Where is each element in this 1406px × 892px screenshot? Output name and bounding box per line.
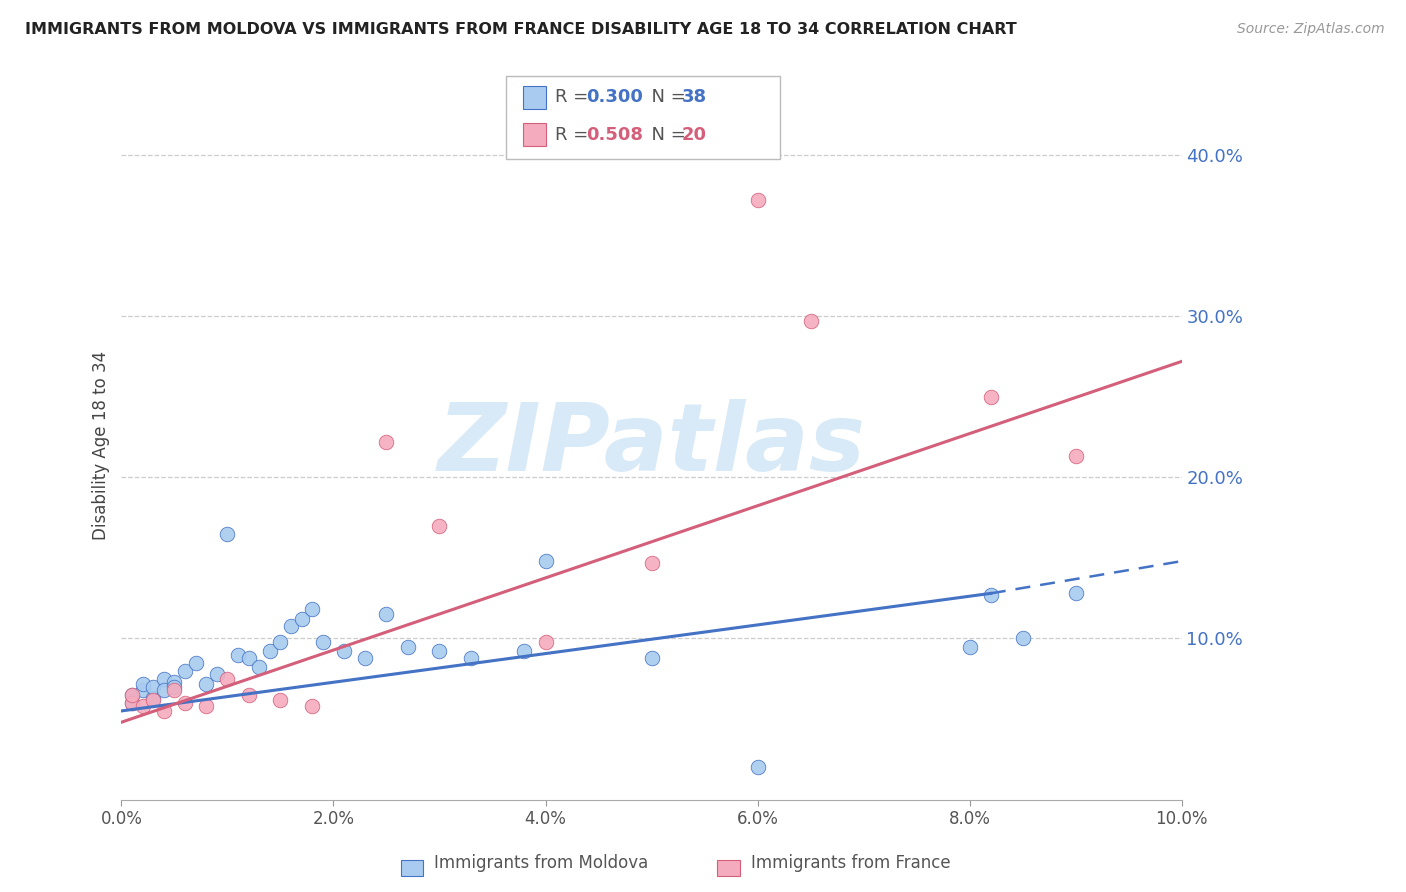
Point (163, 683, 186, 698)
Point (640, 556, 662, 570)
Point (312, 634, 335, 648)
Point (534, 554, 557, 568)
Point (333, 644, 356, 658)
Y-axis label: Disability Age 18 to 34: Disability Age 18 to 34 (93, 351, 110, 540)
Text: IMMIGRANTS FROM MOLDOVA VS IMMIGRANTS FROM FRANCE DISABILITY AGE 18 TO 34 CORREL: IMMIGRANTS FROM MOLDOVA VS IMMIGRANTS FR… (25, 22, 1017, 37)
Text: N =: N = (640, 126, 692, 144)
Point (800, 314, 823, 328)
Point (174, 664, 197, 678)
Point (747, 760, 769, 774)
Point (980, 390, 1002, 404)
Point (354, 650, 377, 665)
Point (269, 692, 291, 706)
Text: R =: R = (555, 88, 595, 106)
Point (375, 607, 398, 622)
Point (142, 692, 165, 706)
Point (1064, 586, 1087, 600)
Text: Immigrants from Moldova: Immigrants from Moldova (434, 855, 648, 872)
Point (429, 644, 451, 658)
Point (217, 526, 239, 541)
Point (153, 683, 176, 698)
Point (163, 680, 186, 694)
Point (131, 676, 153, 690)
Point (238, 688, 260, 702)
Point (460, 650, 482, 665)
Point (396, 640, 419, 654)
Point (280, 618, 302, 632)
Text: Source: ZipAtlas.com: Source: ZipAtlas.com (1237, 22, 1385, 37)
Text: R =: R = (555, 126, 595, 144)
Point (205, 666, 228, 681)
Point (301, 699, 323, 714)
Text: 0.508: 0.508 (586, 126, 644, 144)
Text: 20: 20 (682, 126, 707, 144)
Text: N =: N = (640, 88, 692, 106)
Point (153, 672, 176, 686)
Point (513, 644, 536, 658)
Point (153, 704, 176, 718)
Point (131, 683, 153, 698)
Point (142, 680, 165, 694)
Point (121, 696, 143, 710)
Point (375, 434, 398, 449)
Point (121, 696, 143, 710)
Point (747, 194, 769, 208)
Text: Immigrants from France: Immigrants from France (751, 855, 950, 872)
Point (1064, 450, 1087, 464)
Point (121, 688, 143, 702)
Point (121, 688, 143, 702)
Point (429, 518, 451, 533)
Text: 38: 38 (682, 88, 707, 106)
Point (534, 634, 557, 648)
Point (195, 699, 218, 714)
Point (247, 660, 270, 674)
Point (163, 675, 186, 690)
Point (301, 602, 323, 616)
Point (217, 672, 239, 686)
Point (259, 644, 281, 658)
Point (1011, 632, 1033, 646)
Point (184, 656, 207, 670)
Point (291, 612, 314, 626)
Text: 0.300: 0.300 (586, 88, 643, 106)
Text: ZIPatlas: ZIPatlas (437, 400, 866, 491)
Point (238, 650, 260, 665)
Point (269, 634, 291, 648)
Point (174, 696, 197, 710)
Point (959, 640, 981, 654)
Point (226, 648, 249, 662)
Point (980, 588, 1002, 602)
Point (195, 676, 218, 690)
Point (142, 691, 165, 706)
Point (640, 650, 662, 665)
Point (131, 699, 153, 714)
